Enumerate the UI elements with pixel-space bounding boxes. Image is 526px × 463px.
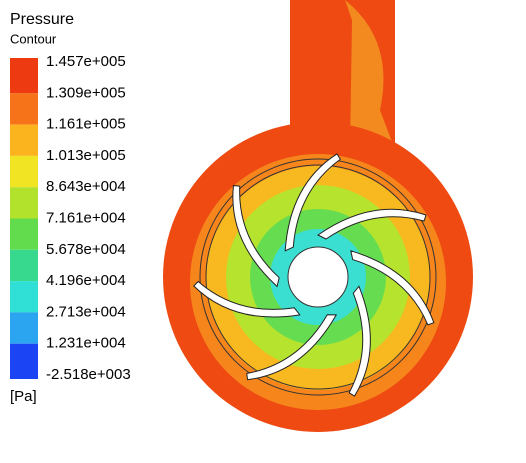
color-bar: 1.457e+005 1.309e+005 1.161e+005 1.013e+005… bbox=[10, 53, 131, 383]
legend-label: 4.196e+004 bbox=[46, 272, 126, 289]
color-band bbox=[10, 156, 38, 187]
legend-label: 1.013e+005 bbox=[46, 147, 126, 164]
color-band bbox=[10, 250, 38, 281]
legend-subtitle: Contour bbox=[10, 31, 57, 46]
pump-contour bbox=[163, 0, 473, 432]
color-band bbox=[10, 187, 38, 218]
legend-label: 2.713e+004 bbox=[46, 303, 126, 320]
legend-label: 5.678e+004 bbox=[46, 241, 126, 258]
color-band bbox=[10, 312, 38, 343]
legend-label: 7.161e+004 bbox=[46, 209, 126, 226]
legend-unit: [Pa] bbox=[10, 388, 37, 405]
legend-title: Pressure bbox=[10, 11, 74, 28]
legend-label: 1.309e+005 bbox=[46, 84, 126, 101]
hub bbox=[288, 247, 348, 307]
color-band bbox=[10, 58, 38, 93]
color-band bbox=[10, 219, 38, 250]
legend-label: -2.518e+003 bbox=[46, 366, 131, 383]
color-band bbox=[10, 281, 38, 312]
page: Pressure Contour 1.457e+005 1.309e+005 1.1… bbox=[0, 0, 526, 463]
color-band bbox=[10, 125, 38, 156]
legend-label: 1.161e+005 bbox=[46, 116, 126, 133]
legend-label: 1.231e+004 bbox=[46, 335, 126, 352]
legend-label: 1.457e+005 bbox=[46, 53, 126, 70]
color-band bbox=[10, 344, 38, 379]
contour-view: Pressure Contour 1.457e+005 1.309e+005 1.1… bbox=[0, 0, 526, 463]
color-band bbox=[10, 93, 38, 124]
legend-label: 8.643e+004 bbox=[46, 178, 126, 195]
